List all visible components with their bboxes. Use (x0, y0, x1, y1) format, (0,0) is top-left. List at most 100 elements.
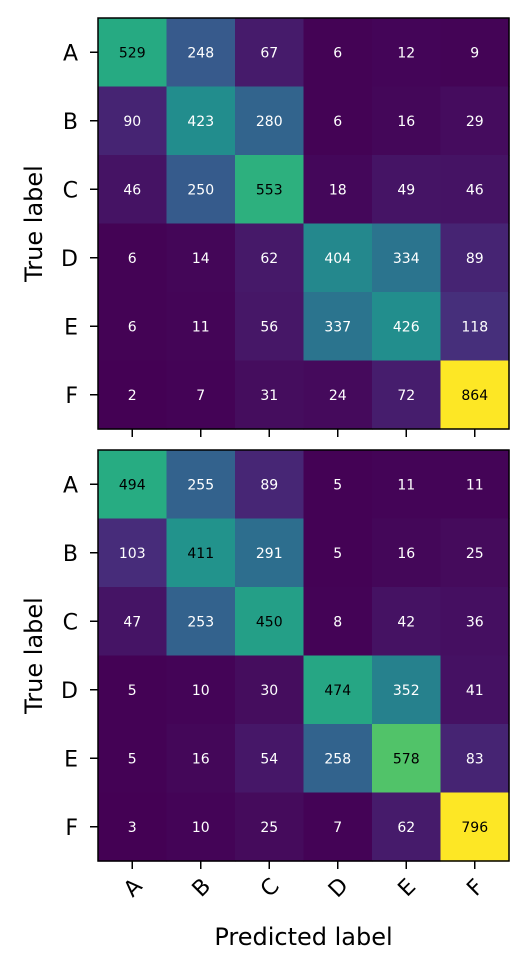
cell-C-C (235, 155, 305, 225)
cell-F-D (303, 360, 373, 430)
cell-value-E-F: 83 (466, 751, 484, 767)
y-tick-label-B: B (63, 110, 78, 135)
cell-B-F (440, 86, 510, 156)
cell-value-F-C: 31 (260, 388, 278, 404)
cell-B-C (235, 86, 305, 156)
cell-C-F (440, 155, 510, 225)
cell-value-C-C: 553 (256, 182, 283, 198)
x-tick-label-C: C (256, 874, 285, 903)
cell-C-B (166, 155, 236, 225)
cell-F-F (440, 360, 510, 430)
cell-D-D (303, 223, 373, 293)
cell-value-D-D: 404 (324, 251, 351, 267)
cell-F-E (372, 360, 442, 430)
cell-B-F (440, 518, 510, 588)
cell-A-D (303, 18, 373, 88)
cell-C-D (303, 155, 373, 225)
y-tick-label-C: C (63, 178, 78, 203)
cell-value-D-E: 334 (393, 251, 420, 267)
cell-value-B-A: 103 (119, 546, 146, 562)
y-tick-label-B: B (63, 542, 78, 567)
cell-E-B (166, 724, 236, 794)
cell-D-A (98, 655, 168, 725)
cell-D-D (303, 655, 373, 725)
cell-value-D-B: 10 (192, 683, 210, 699)
cell-E-D (303, 724, 373, 794)
cell-A-B (166, 18, 236, 88)
cell-value-D-C: 62 (260, 251, 278, 267)
cell-C-D (303, 587, 373, 657)
cell-value-E-B: 11 (192, 319, 210, 335)
y-axis-title: True label (20, 165, 48, 283)
cell-value-F-F: 796 (461, 820, 488, 836)
cell-value-B-F: 25 (466, 546, 484, 562)
cell-D-B (166, 655, 236, 725)
cell-value-F-E: 62 (397, 820, 415, 836)
cell-B-C (235, 518, 305, 588)
cell-C-F (440, 587, 510, 657)
cell-value-C-C: 450 (256, 614, 283, 630)
plot-frame (97, 17, 510, 430)
cell-value-E-D: 258 (324, 751, 351, 767)
cell-F-C (235, 360, 305, 430)
cell-C-A (98, 155, 168, 225)
cell-value-F-B: 7 (196, 388, 205, 404)
cell-value-C-A: 46 (123, 182, 141, 198)
cell-value-F-B: 10 (192, 820, 210, 836)
cell-value-F-D: 24 (329, 388, 347, 404)
cell-C-C (235, 587, 305, 657)
cell-value-A-B: 255 (187, 477, 214, 493)
cell-value-C-F: 46 (466, 182, 484, 198)
cell-B-B (166, 86, 236, 156)
cell-value-A-C: 67 (260, 45, 278, 61)
cell-value-D-D: 474 (324, 683, 351, 699)
x-tick-label-B: B (188, 874, 216, 902)
cell-E-C (235, 292, 305, 362)
cell-value-B-E: 16 (397, 114, 415, 130)
cell-value-D-A: 6 (128, 251, 137, 267)
cell-value-F-A: 3 (128, 820, 137, 836)
cell-value-E-A: 5 (128, 751, 137, 767)
x-tick-label-A: A (119, 874, 147, 902)
cell-value-F-E: 72 (397, 388, 415, 404)
cell-value-C-B: 250 (187, 182, 214, 198)
cell-E-A (98, 724, 168, 794)
cell-B-D (303, 518, 373, 588)
cell-E-E (372, 292, 442, 362)
cell-A-B (166, 450, 236, 520)
cell-B-D (303, 86, 373, 156)
cell-E-F (440, 292, 510, 362)
cell-value-F-D: 7 (333, 820, 342, 836)
cell-B-B (166, 518, 236, 588)
cell-value-A-D: 6 (333, 45, 342, 61)
cell-C-E (372, 587, 442, 657)
cell-D-E (372, 655, 442, 725)
cell-F-A (98, 792, 168, 862)
y-tick-label-D: D (61, 247, 78, 272)
cell-value-B-C: 280 (256, 114, 283, 130)
cell-value-A-E: 11 (397, 477, 415, 493)
cell-value-C-A: 47 (123, 614, 141, 630)
cell-C-A (98, 587, 168, 657)
cell-A-F (440, 18, 510, 88)
y-tick-label-F: F (65, 384, 78, 409)
y-tick-label-E: E (64, 747, 78, 772)
cell-value-F-A: 2 (128, 388, 137, 404)
x-tick-label-E: E (394, 874, 422, 902)
cell-value-A-D: 5 (333, 477, 342, 493)
cell-F-B (166, 792, 236, 862)
cell-A-F (440, 450, 510, 520)
y-axis-title: True label (20, 597, 48, 715)
cell-D-B (166, 223, 236, 293)
cell-E-A (98, 292, 168, 362)
cell-A-A (98, 18, 168, 88)
cell-E-B (166, 292, 236, 362)
cell-value-A-A: 494 (119, 477, 146, 493)
cell-B-A (98, 86, 168, 156)
cell-D-F (440, 223, 510, 293)
cell-value-C-B: 253 (187, 614, 214, 630)
cell-value-D-C: 30 (260, 683, 278, 699)
cell-E-E (372, 724, 442, 794)
